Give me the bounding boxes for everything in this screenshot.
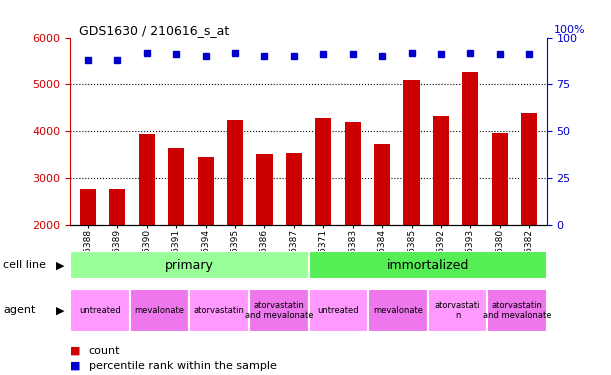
- Text: ▶: ▶: [56, 305, 64, 315]
- Bar: [488, 289, 547, 332]
- Bar: [189, 289, 249, 332]
- Bar: [345, 122, 360, 225]
- Text: atorvastati
n: atorvastati n: [435, 301, 480, 320]
- Text: untreated: untreated: [318, 306, 359, 315]
- Bar: [197, 157, 214, 225]
- Bar: [492, 133, 508, 225]
- Bar: [286, 153, 302, 225]
- Text: atorvastatin
and mevalonate: atorvastatin and mevalonate: [483, 301, 551, 320]
- Bar: [249, 289, 309, 332]
- Bar: [433, 116, 449, 225]
- Bar: [463, 72, 478, 225]
- Bar: [428, 289, 488, 332]
- Bar: [374, 144, 390, 225]
- Text: primary: primary: [165, 259, 214, 272]
- Text: immortalized: immortalized: [387, 259, 469, 272]
- Text: untreated: untreated: [79, 306, 121, 315]
- Bar: [168, 148, 185, 225]
- Text: count: count: [89, 346, 120, 355]
- Bar: [368, 289, 428, 332]
- Bar: [139, 134, 155, 225]
- Bar: [80, 189, 96, 225]
- Text: percentile rank within the sample: percentile rank within the sample: [89, 361, 276, 370]
- Text: atorvastatin: atorvastatin: [194, 306, 244, 315]
- Text: mevalonate: mevalonate: [134, 306, 185, 315]
- Bar: [309, 289, 368, 332]
- Bar: [315, 118, 331, 225]
- Bar: [70, 251, 309, 279]
- Text: GDS1630 / 210616_s_at: GDS1630 / 210616_s_at: [79, 24, 230, 38]
- Bar: [309, 251, 547, 279]
- Text: cell line: cell line: [3, 260, 46, 270]
- Bar: [257, 154, 273, 225]
- Bar: [227, 120, 243, 225]
- Text: mevalonate: mevalonate: [373, 306, 423, 315]
- Bar: [130, 289, 189, 332]
- Text: atorvastatin
and mevalonate: atorvastatin and mevalonate: [244, 301, 313, 320]
- Bar: [109, 189, 125, 225]
- Bar: [521, 112, 537, 225]
- Text: agent: agent: [3, 305, 35, 315]
- Bar: [70, 289, 130, 332]
- Text: ■: ■: [70, 361, 81, 370]
- Text: ▶: ▶: [56, 260, 64, 270]
- Text: 100%: 100%: [554, 25, 585, 35]
- Text: ■: ■: [70, 346, 81, 355]
- Bar: [403, 80, 420, 225]
